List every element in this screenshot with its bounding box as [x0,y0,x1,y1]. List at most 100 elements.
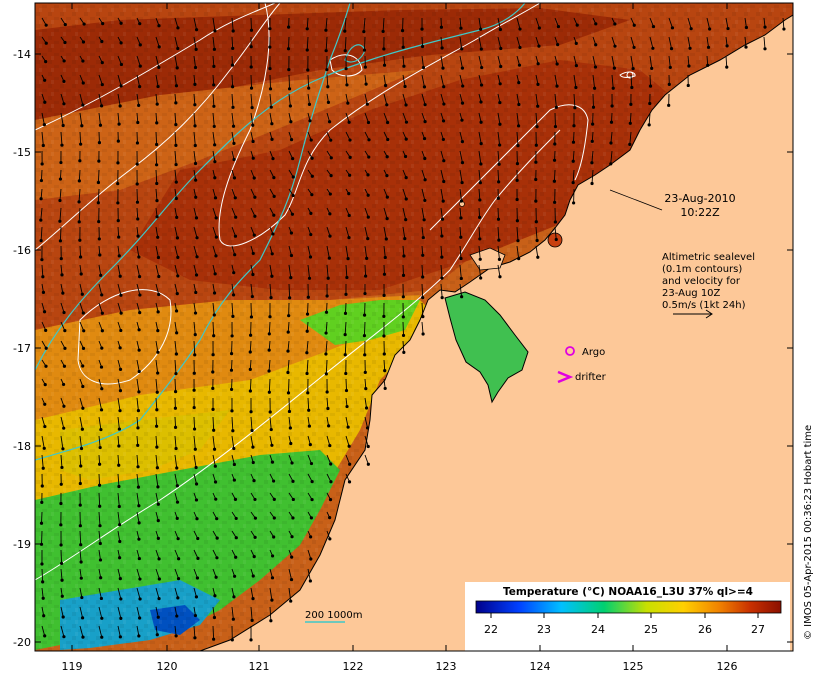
velocity-arrow-head [194,498,199,502]
velocity-arrow [288,169,295,179]
velocity-arrow [98,36,104,44]
velocity-arrow-head [233,253,237,257]
velocity-arrow-shaft [155,188,158,201]
velocity-arrow [515,169,519,182]
velocity-arrow-head [325,68,329,72]
velocity-arrow [402,188,408,201]
velocity-arrow-head [366,444,370,449]
velocity-arrow-head [81,103,85,107]
velocity-arrow-head [156,371,160,375]
velocity-arrow [383,169,389,178]
velocity-arrow-head [194,28,199,32]
velocity-arrow-head [367,138,371,142]
velocity-arrow-head [81,635,85,639]
velocity-arrow-shaft [212,93,215,107]
velocity-arrow [212,606,217,620]
velocity-arrow [649,36,655,50]
velocity-arrow [267,378,271,394]
velocity-arrow [117,587,123,601]
velocity-arrow-shaft [136,55,141,67]
velocity-arrow-head [325,294,329,298]
velocity-arrow-head [212,637,216,641]
velocity-arrow-head [232,176,237,180]
velocity-arrow-shaft [41,435,45,449]
velocity-arrow [268,36,272,49]
velocity-arrow-head [270,576,275,580]
velocity-arrow-shaft [459,207,462,218]
velocity-arrow [136,378,141,394]
velocity-arrow-shaft [98,74,103,85]
velocity-arrow-head [516,239,520,243]
velocity-arrow-head [119,62,124,67]
velocity-arrow-head [327,120,332,124]
velocity-arrow-head [77,200,81,204]
velocity-arrow-head [404,176,408,180]
velocity-arrow-head [269,427,273,432]
velocity-arrow [136,226,140,238]
velocity-arrow [136,359,141,374]
velocity-arrow [155,625,159,637]
velocity-arrow-shaft [117,435,120,447]
velocity-arrow-head [213,176,217,180]
velocity-arrow [174,568,181,581]
velocity-arrow [60,74,66,84]
velocity-arrow-shaft [725,55,728,68]
velocity-arrow-head [382,272,387,276]
velocity-arrow [516,245,521,261]
velocity-arrow-head [367,155,371,159]
velocity-arrow [345,473,352,484]
velocity-arrow-shaft [98,264,102,276]
velocity-arrow [288,245,294,258]
velocity-arrow [231,530,238,540]
velocity-arrow-head [61,447,65,451]
y-tick-label: -20 [13,636,31,649]
velocity-arrow-shaft [60,625,65,637]
velocity-arrow-head [363,353,367,357]
velocity-arrow-head [81,59,85,63]
velocity-arrow-shaft [287,321,290,333]
velocity-arrow-head [328,498,333,502]
velocity-arrow [782,17,786,31]
velocity-arrow-shaft [345,245,349,259]
velocity-arrow-shaft [307,245,311,258]
velocity-arrow-head [725,44,729,48]
velocity-arrow-shaft [231,226,236,237]
colorbar-title: Temperature (°C) NOAA16_L3U 37% ql>=4 [503,586,753,598]
velocity-arrow [98,321,104,333]
velocity-arrow [117,74,123,88]
velocity-arrow-shaft [478,169,481,183]
velocity-arrow [212,302,216,317]
velocity-arrow-head [97,159,101,163]
velocity-arrow-shaft [326,435,331,446]
velocity-arrow-head [137,556,141,561]
velocity-arrow-shaft [79,93,84,106]
velocity-arrow-head [119,41,123,45]
velocity-arrow [307,74,311,90]
velocity-arrow [440,112,446,123]
x-tick-label: 123 [436,660,457,673]
velocity-arrow [287,17,291,29]
velocity-arrow [345,188,351,196]
velocity-arrow-head [62,404,66,408]
velocity-arrow-shaft [117,112,120,125]
velocity-arrow [59,549,64,566]
velocity-arrow-shaft [231,207,237,218]
argo-label: Argo [582,347,605,358]
velocity-arrow-head [100,635,104,639]
velocity-arrow [421,302,425,319]
velocity-arrow [212,473,218,484]
velocity-arrow-head [117,235,121,239]
velocity-arrow [116,131,120,143]
velocity-arrow-shaft [98,378,103,389]
velocity-arrow [79,321,86,333]
velocity-arrow-head [271,156,275,161]
velocity-arrow-shaft [459,150,463,163]
velocity-arrow [647,112,651,127]
velocity-arrow [725,36,729,48]
velocity-arrow-head [516,124,521,128]
velocity-arrow-head [79,543,83,547]
velocity-arrow-head [326,100,331,104]
velocity-arrow [211,397,215,411]
velocity-arrow-head [324,310,329,314]
velocity-arrow-head [211,386,215,390]
